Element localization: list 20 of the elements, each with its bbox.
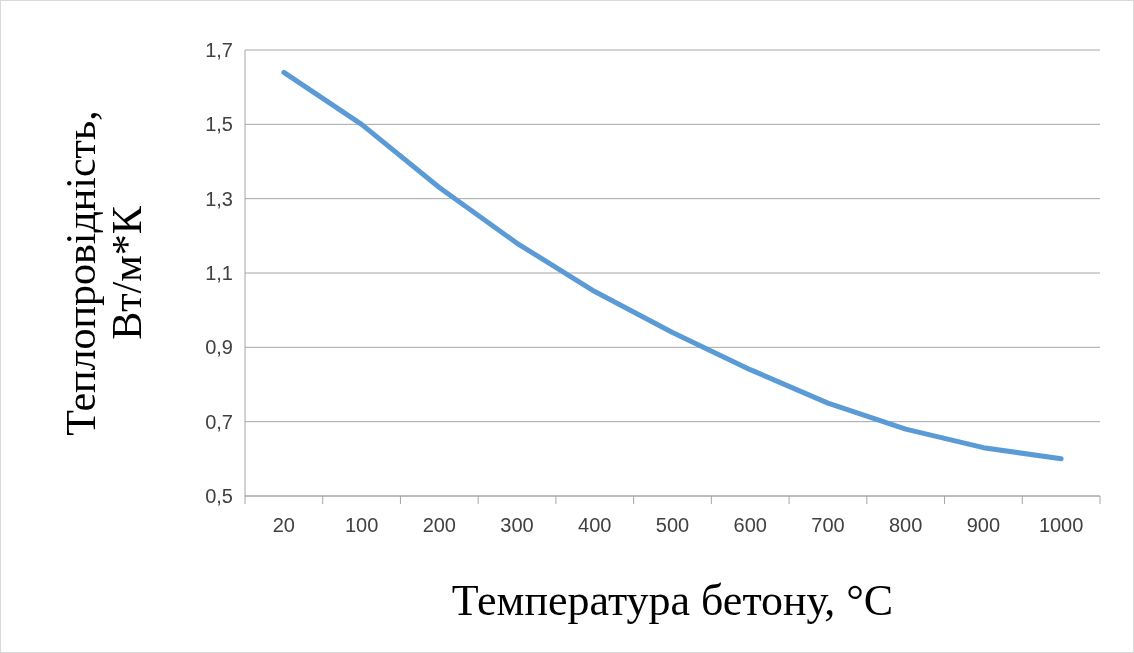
y-tick-label: 1,3 (205, 187, 233, 210)
y-tick-label: 0,9 (205, 336, 233, 359)
y-axis-title: Теплопровідність, Вт/м*К (58, 110, 151, 436)
x-tick-label: 20 (272, 514, 295, 536)
x-tick-label: 200 (422, 514, 457, 536)
x-tick-label: 1000 (1038, 514, 1084, 536)
y-tick-label: 0,7 (205, 410, 233, 433)
y-tick-label: 0,5 (205, 485, 233, 507)
x-axis-title: Температура бетону, °C (451, 576, 894, 625)
x-tick-label: 400 (578, 514, 612, 536)
x-tick-label: 500 (655, 514, 690, 536)
x-tick-label: 600 (733, 514, 767, 536)
x-tick-label: 800 (888, 514, 923, 536)
y-tick-label: 1,5 (205, 113, 233, 136)
x-tick-label: 700 (811, 514, 845, 536)
y-tick-label: 1,1 (205, 262, 233, 284)
x-tick-label: 900 (966, 514, 1001, 536)
x-tick-label: 300 (500, 514, 534, 536)
x-tick-label: 100 (344, 514, 379, 536)
y-tick-label: 1,7 (205, 39, 233, 61)
